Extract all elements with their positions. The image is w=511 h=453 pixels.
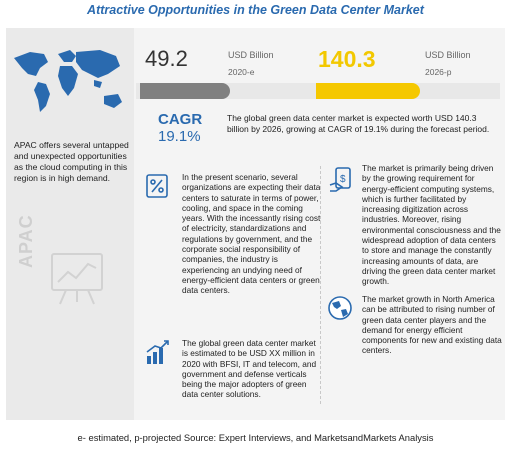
unit-2026: USD Billion bbox=[425, 50, 471, 60]
insight-text-2: The market is primarily being driven by … bbox=[362, 163, 501, 287]
column-divider bbox=[320, 166, 321, 404]
source-footnote: e- estimated, p-projected Source: Expert… bbox=[77, 432, 434, 443]
percent-chart-icon bbox=[146, 174, 168, 198]
market-description: The global green data center market is e… bbox=[227, 113, 490, 134]
apac-description: APAC offers several untapped and unexpec… bbox=[14, 140, 129, 183]
insight-text-4: The market growth in North America can b… bbox=[362, 294, 502, 356]
bar-2020 bbox=[140, 83, 230, 99]
cagr-label: CAGR bbox=[158, 111, 203, 128]
year-2026: 2026-p bbox=[425, 67, 452, 77]
year-2020: 2020-e bbox=[228, 67, 255, 77]
bar-2026 bbox=[316, 83, 420, 99]
page-title: Attractive Opportunities in the Green Da… bbox=[87, 3, 424, 17]
unit-2020: USD Billion bbox=[228, 50, 274, 60]
globe-icon bbox=[328, 296, 352, 320]
value-2026: 140.3 bbox=[318, 46, 376, 72]
apac-vertical-label: APAC bbox=[16, 214, 36, 268]
money-hand-icon: $ bbox=[329, 167, 351, 192]
cagr-value: 19.1% bbox=[158, 128, 201, 145]
apac-panel bbox=[6, 28, 134, 420]
value-2020: 49.2 bbox=[145, 46, 188, 71]
svg-text:$: $ bbox=[340, 174, 346, 185]
world-map-icon bbox=[14, 50, 122, 112]
insight-text-1: In the present scenario, several organiz… bbox=[182, 172, 321, 296]
growth-chart-icon bbox=[146, 340, 169, 364]
growth-board-icon bbox=[51, 253, 103, 305]
insight-text-3: The global green data center market is e… bbox=[182, 338, 317, 400]
